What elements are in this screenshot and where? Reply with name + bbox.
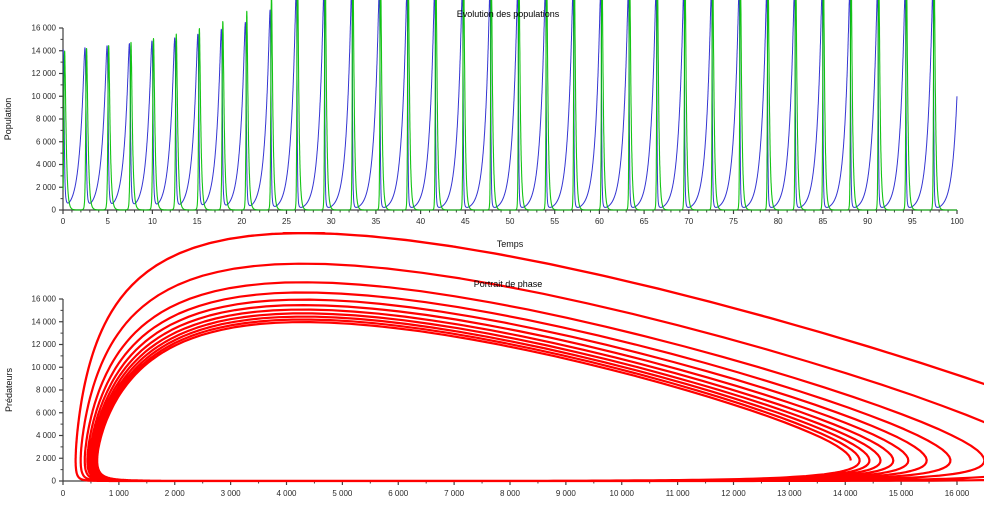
phase-chart: 0 1 000 2 000 3 000 4 000 5 000 6 000 7 000 8 00… (32, 232, 984, 498)
y-tick-label: 16 000 (32, 295, 57, 304)
x-tick-label: 0 (61, 489, 66, 498)
x-tick-label: 65 (640, 217, 649, 226)
x-tick-label: 15 000 (889, 489, 914, 498)
x-tick-label: 75 (729, 217, 738, 226)
x-tick-label: 2 000 (165, 489, 186, 498)
x-tick-label: 12 000 (721, 489, 746, 498)
x-tick-label: 40 (416, 217, 425, 226)
x-tick-label: 50 (506, 217, 515, 226)
y-tick-label: 6 000 (36, 137, 57, 146)
x-tick-label: 45 (461, 217, 470, 226)
y-tick-label: 8 000 (36, 115, 57, 124)
x-tick-label: 3 000 (221, 489, 242, 498)
predateurs-line (62, 0, 958, 211)
x-tick-label: 16 000 (945, 489, 970, 498)
x-tick-label: 55 (550, 217, 559, 226)
x-tick-label: 11 000 (666, 489, 690, 498)
y-tick-label: 10 000 (32, 363, 57, 372)
x-tick-label: 5 (105, 217, 110, 226)
x-tick-label: 4 000 (276, 489, 297, 498)
y-tick-label: 2 000 (36, 183, 57, 192)
y-tick-label: 8 000 (36, 386, 57, 395)
x-tick-label: 5 000 (332, 489, 353, 498)
y-tick-label: 14 000 (32, 46, 57, 55)
y-tick-label: 4 000 (36, 160, 57, 169)
x-tick-label: 100 (950, 217, 964, 226)
top-chart-title: Evolution des populations (457, 9, 560, 19)
proies-line (62, 0, 958, 208)
y-tick-label: 16 000 (32, 24, 57, 33)
x-tick-label: 8 000 (500, 489, 521, 498)
y-tick-label: 6 000 (36, 408, 57, 417)
x-tick-label: 1 000 (109, 489, 130, 498)
x-tick-label: 15 (193, 217, 202, 226)
x-tick-label: 70 (684, 217, 693, 226)
top-chart-xlabel: Temps (497, 239, 524, 249)
x-tick-label: 90 (863, 217, 872, 226)
y-tick-label: 10 000 (32, 92, 57, 101)
x-tick-label: 0 (61, 217, 66, 226)
x-tick-label: 10 000 (610, 489, 635, 498)
y-tick-label: 0 (52, 477, 57, 486)
x-tick-label: 25 (282, 217, 291, 226)
x-tick-label: 95 (908, 217, 917, 226)
x-tick-label: 60 (595, 217, 604, 226)
phase-chart-ylabel: Prédateurs (4, 367, 14, 412)
y-tick-label: 12 000 (32, 340, 57, 349)
top-chart-ylabel: Population (3, 98, 13, 141)
y-tick-label: 4 000 (36, 431, 57, 440)
x-tick-label: 14 000 (833, 489, 858, 498)
y-tick-label: 12 000 (32, 69, 57, 78)
x-tick-label: 80 (774, 217, 783, 226)
top-chart: 0 5 10 15 20 25 30 35 40 45 50 55 60 65 70 75 80 85 90 95 10… (32, 0, 964, 226)
trajectoire-phase-line (74, 232, 984, 483)
y-tick-label: 2 000 (36, 454, 57, 463)
phase-chart-title: Portrait de phase (474, 279, 543, 289)
x-tick-label: 7 000 (444, 489, 465, 498)
x-tick-label: 35 (371, 217, 380, 226)
x-tick-label: 85 (818, 217, 827, 226)
x-tick-label: 10 (148, 217, 157, 226)
y-tick-label: 0 (52, 206, 57, 215)
x-tick-label: 13 000 (777, 489, 802, 498)
y-tick-label: 14 000 (32, 317, 57, 326)
x-tick-label: 20 (237, 217, 246, 226)
x-tick-label: 9 000 (556, 489, 577, 498)
x-tick-label: 30 (327, 217, 336, 226)
x-tick-label: 6 000 (388, 489, 409, 498)
